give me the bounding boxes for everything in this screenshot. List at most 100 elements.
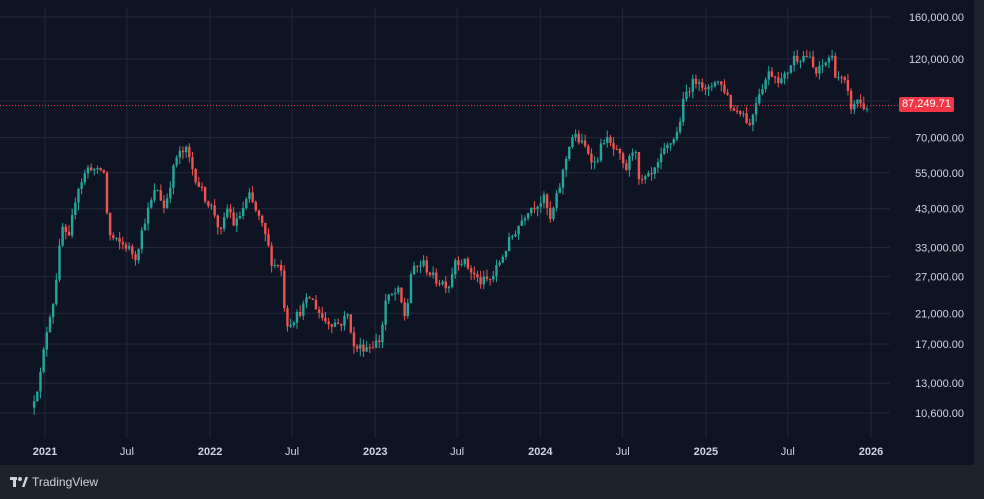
candle-body — [178, 150, 182, 158]
candle-body — [773, 76, 777, 78]
candle-body — [625, 163, 628, 170]
candle-body — [612, 142, 615, 149]
candle-up — [799, 60, 802, 69]
candle-up — [96, 165, 99, 174]
candle-down — [469, 265, 473, 280]
candle-body — [276, 264, 280, 266]
candle-body — [80, 182, 83, 189]
candle-down — [650, 167, 653, 181]
candle-up — [767, 66, 770, 86]
candle-body — [235, 218, 238, 226]
x-tick-label: 2024 — [528, 446, 553, 458]
candle-down — [254, 200, 257, 213]
candle-body — [834, 55, 837, 78]
candle-down — [279, 260, 283, 277]
candle-up — [501, 254, 504, 264]
candle-body — [279, 265, 283, 271]
x-tick-label: 2023 — [363, 446, 387, 458]
candle-up — [780, 72, 783, 85]
candle-up — [292, 320, 295, 328]
candle-body — [213, 205, 216, 216]
candle-up — [140, 226, 144, 254]
candle-body — [311, 298, 314, 300]
candle-down — [105, 170, 109, 215]
candle-body — [767, 71, 770, 80]
candle-down — [488, 278, 492, 286]
price-axis[interactable]: 10,600.00 13,000.00 17,000.00 21,000.00 27,0… — [909, 12, 964, 420]
candle-up — [602, 139, 606, 146]
candle-body — [590, 153, 593, 163]
candle-up — [659, 147, 663, 170]
candle-down — [476, 270, 479, 283]
candle-down — [317, 306, 321, 319]
candle-body — [469, 268, 473, 273]
candle-down — [264, 222, 267, 242]
candle-up — [55, 273, 58, 306]
x-tick-label: Jul — [120, 446, 134, 458]
candle-up — [460, 259, 463, 267]
candle-body — [710, 86, 713, 88]
time-axis[interactable]: 2021 Jul 2022 Jul 2023 Jul 2024 Jul 2025 Jul 2026 — [33, 446, 883, 458]
y-tick-label: 27,000.00 — [915, 272, 964, 284]
candle-up — [530, 207, 533, 217]
y-tick-label: 33,000.00 — [915, 242, 964, 254]
candle-down — [219, 227, 223, 235]
candle-up — [343, 310, 346, 331]
candle-body — [758, 94, 761, 104]
chart-panel[interactable]: 10,600.00 13,000.00 17,000.00 21,000.00 27,0… — [0, 0, 974, 465]
candle-down — [108, 212, 112, 241]
candle-body — [140, 230, 144, 249]
candle-up — [685, 84, 688, 102]
candle-body — [39, 371, 42, 392]
candle-down — [229, 203, 232, 219]
candle-body — [286, 308, 289, 327]
candle-body — [175, 157, 178, 166]
candle-down — [112, 232, 115, 241]
grid-lines — [0, 8, 890, 438]
candle-body — [425, 260, 428, 273]
candle-body — [691, 78, 694, 92]
candle-down — [726, 88, 729, 96]
candle-down — [815, 67, 818, 77]
candle-up — [628, 153, 631, 177]
candle-body — [305, 297, 308, 304]
candle-body — [577, 133, 580, 143]
candle-body — [488, 278, 492, 280]
candle-body — [701, 82, 704, 88]
candle-body — [602, 143, 606, 145]
candle-up — [302, 300, 305, 320]
candle-body — [571, 137, 574, 148]
candle-up — [390, 292, 394, 296]
candle-body — [264, 223, 267, 235]
candle-body — [184, 146, 188, 153]
candle-body — [821, 65, 824, 67]
candle-body — [194, 169, 197, 183]
candle-down — [232, 207, 235, 226]
candle-up — [666, 142, 669, 154]
tradingview-wordmark: TradingView — [32, 475, 99, 489]
candle-body — [802, 56, 805, 62]
tradingview-logo[interactable]: TradingView — [10, 475, 98, 489]
candle-body — [74, 202, 77, 216]
candle-down — [862, 96, 865, 111]
candle-down — [371, 340, 375, 349]
candle-up — [504, 250, 508, 260]
candle-body — [200, 186, 204, 188]
candle-body — [67, 231, 71, 236]
candle-down — [688, 87, 691, 98]
candle-down — [118, 231, 121, 250]
candle-down — [260, 214, 264, 227]
candle-body — [48, 317, 52, 333]
candle-body — [435, 272, 438, 284]
candle-down — [587, 144, 590, 156]
candle-down — [545, 193, 549, 216]
candle-body — [720, 81, 723, 85]
candle-up — [523, 215, 527, 226]
price-chart[interactable]: 10,600.00 13,000.00 17,000.00 21,000.00 27,0… — [0, 0, 974, 465]
candle-down — [191, 152, 194, 176]
candle-body — [726, 92, 729, 95]
candle-up — [153, 183, 156, 203]
candle-body — [222, 217, 226, 229]
candle-body — [207, 201, 210, 206]
candle-down — [324, 311, 327, 324]
